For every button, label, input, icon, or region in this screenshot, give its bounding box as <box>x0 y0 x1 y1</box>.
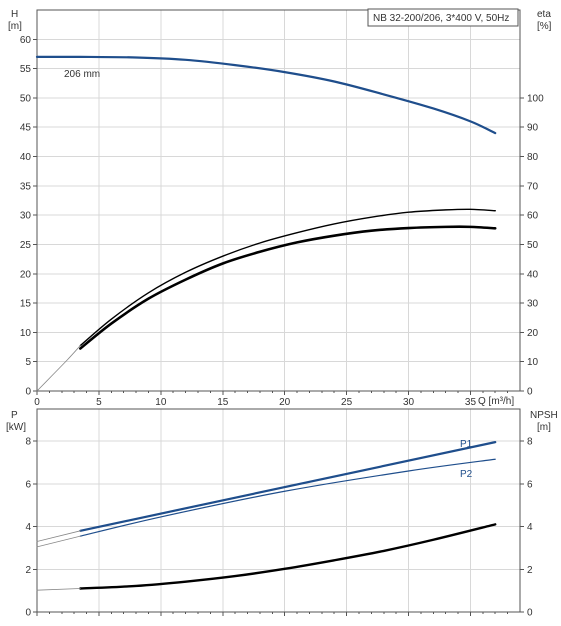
x-tick-label: 15 <box>217 397 229 408</box>
bottom-series-line-5 <box>36 588 81 591</box>
x-tick-label: 20 <box>279 397 291 408</box>
bottom-right-tick-label: 2 <box>527 565 533 576</box>
x-tick-label: 25 <box>341 397 353 408</box>
x-tick-label: 30 <box>403 397 415 408</box>
top-left-tick-label: 30 <box>20 211 32 222</box>
x-axis-label: Q [m³/h] <box>478 396 514 407</box>
bottom-right-tick-label: 0 <box>527 608 533 619</box>
bottom-plot-frame <box>36 408 521 613</box>
bottom-right-tick-label: 6 <box>527 479 533 490</box>
x-tick-label: 5 <box>96 397 102 408</box>
bottom-left-tick-label: 8 <box>25 437 31 448</box>
top-right-axis-title: eta <box>537 9 551 20</box>
top-left-tick-label: 50 <box>20 93 32 104</box>
top-left-axis-unit: [m] <box>8 21 22 32</box>
top-left-tick-label: 55 <box>20 64 32 75</box>
top-left-axis-title: H <box>11 9 18 20</box>
top-right-tick-label: 10 <box>527 357 539 368</box>
bottom-series-line-3 <box>36 530 81 542</box>
top-right-tick-label: 0 <box>527 387 533 398</box>
top-right-tick-label: 90 <box>527 123 539 134</box>
bottom-left-axis-unit: [kW] <box>6 422 26 433</box>
top-right-tick-label: 30 <box>527 299 539 310</box>
bottom-series-line-0 <box>79 441 497 532</box>
top-left-tick-label: 5 <box>25 357 31 368</box>
bottom-series-line-4 <box>36 535 81 548</box>
bottom-left-tick-label: 6 <box>25 479 31 490</box>
bottom-right-axis-unit: [m] <box>537 422 551 433</box>
bottom-left-axis-title: P <box>11 410 18 421</box>
chart-title-box <box>367 8 519 27</box>
bottom-right-tick-label: 4 <box>527 522 533 533</box>
bottom-left-tick-label: 4 <box>25 522 31 533</box>
bottom-right-tick-label: 8 <box>527 437 533 448</box>
series-label-p2: P2 <box>460 469 473 480</box>
bottom-series-line-2 <box>79 523 497 590</box>
top-plot-frame <box>36 9 521 392</box>
top-series-line-3 <box>36 345 81 392</box>
top-left-tick-label: 60 <box>20 35 32 46</box>
top-left-tick-label: 35 <box>20 181 32 192</box>
x-tick-label: 35 <box>465 397 477 408</box>
top-left-tick-label: 40 <box>20 152 32 163</box>
top-right-tick-label: 50 <box>527 240 539 251</box>
top-left-tick-label: 20 <box>20 269 32 280</box>
top-left-tick-label: 15 <box>20 299 32 310</box>
top-right-tick-label: 80 <box>527 152 539 163</box>
top-left-tick-label: 45 <box>20 123 32 134</box>
chart-title: NB 32-200/206, 3*400 V, 50Hz <box>373 13 509 24</box>
bottom-left-tick-label: 0 <box>25 608 31 619</box>
top-left-tick-label: 25 <box>20 240 32 251</box>
x-tick-label: 10 <box>155 397 167 408</box>
top-right-tick-label: 100 <box>527 93 544 104</box>
top-right-tick-label: 20 <box>527 328 539 339</box>
top-right-tick-label: 70 <box>527 181 539 192</box>
top-series-line-1 <box>79 208 496 347</box>
top-series-line-2 <box>79 225 497 350</box>
top-series-line-0 <box>35 55 497 135</box>
top-left-tick-label: 0 <box>25 387 31 398</box>
top-right-tick-label: 60 <box>527 211 539 222</box>
top-right-axis-unit: [%] <box>537 21 552 32</box>
curve-label-206mm: 206 mm <box>64 69 100 80</box>
top-right-tick-label: 40 <box>527 269 539 280</box>
bottom-left-tick-label: 2 <box>25 565 31 576</box>
x-tick-label: 0 <box>34 397 40 408</box>
series-label-p1: P1 <box>460 439 473 450</box>
bottom-series-line-1 <box>79 458 496 537</box>
top-left-tick-label: 10 <box>20 328 32 339</box>
bottom-right-axis-title: NPSH <box>530 410 558 421</box>
